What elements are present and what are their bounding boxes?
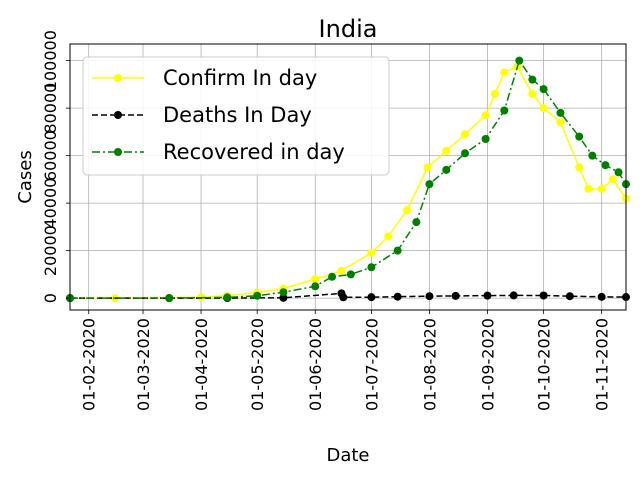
data-point [461,130,470,139]
x-tick-label: 01-03-2020 [134,318,153,411]
data-point [367,249,376,257]
data-point [339,293,348,302]
legend-label: Recovered in day [163,140,345,164]
data-point [515,56,524,65]
x-tick-label: 01-09-2020 [478,318,497,411]
x-tick-label: 01-05-2020 [248,318,267,411]
data-point [588,151,597,160]
data-point [393,246,402,255]
data-point [500,68,509,77]
y-tick-label: 40000 [41,178,60,229]
data-point [490,89,499,98]
x-tick-label: 01-02-2020 [80,318,99,411]
x-tick-label: 01-04-2020 [192,318,211,411]
data-point [393,292,402,301]
data-point [402,206,411,215]
y-tick-label: 100000 [41,30,60,91]
data-point [608,175,617,184]
data-point [481,111,490,120]
data-point [597,184,606,193]
legend-marker [114,148,122,156]
y-axis-label: Cases [15,150,36,203]
x-tick-label: 01-06-2020 [306,318,325,411]
data-point [425,292,434,301]
data-point [539,291,548,300]
data-point [328,272,337,281]
data-point [311,275,320,284]
data-point [425,180,434,189]
data-point [597,292,606,301]
data-point [337,266,346,275]
data-point [500,106,509,115]
series-layer [66,56,630,303]
data-point [528,75,537,84]
data-point [539,104,548,113]
data-point [223,293,232,302]
legend-label: Confirm In day [163,66,317,90]
y-tick-label: 20000 [41,225,60,276]
data-point [279,293,288,302]
data-point [253,291,262,300]
data-point [483,291,492,300]
data-point [461,149,470,158]
legend-marker [114,74,122,82]
data-point [481,135,490,143]
data-point [311,282,320,291]
chart-title: India [319,15,378,43]
data-point [539,85,548,94]
data-point [412,218,421,227]
data-point [165,294,174,303]
series-2 [66,56,630,303]
legend: Confirm In day Deaths In Day Recovered in … [82,56,390,176]
plot-frame [69,43,627,311]
data-point [584,184,593,193]
data-point [575,132,584,141]
data-point [528,89,537,98]
data-point [575,163,584,172]
legend-box [82,56,390,176]
data-point [346,270,355,279]
data-point [367,293,376,302]
legend-marker [114,111,122,119]
data-point [384,232,393,241]
data-point [556,118,565,127]
x-tick-label: 01-10-2020 [535,318,554,411]
data-point [442,146,451,155]
x-axis-ticks: 01-02-2020 01-03-2020 01-04-2020 01-05-2020… [80,310,612,411]
data-point [556,108,565,117]
data-point [367,263,376,272]
data-point [451,291,460,300]
y-tick-label: 80000 [41,83,60,134]
x-tick-label: 01-08-2020 [420,318,439,411]
legend-label: Deaths In Day [163,103,312,127]
data-point [509,291,518,300]
x-axis-label: Date [326,445,369,466]
data-point [442,165,451,174]
data-point [565,292,574,301]
data-point [601,161,610,170]
y-tick-label: 60000 [41,130,60,181]
data-point [279,288,288,297]
x-tick-label: 01-07-2020 [362,318,381,411]
data-point [614,168,623,177]
y-tick-label: 0 [41,293,60,303]
data-point [423,163,432,172]
x-tick-label: 01-11-2020 [593,318,612,411]
